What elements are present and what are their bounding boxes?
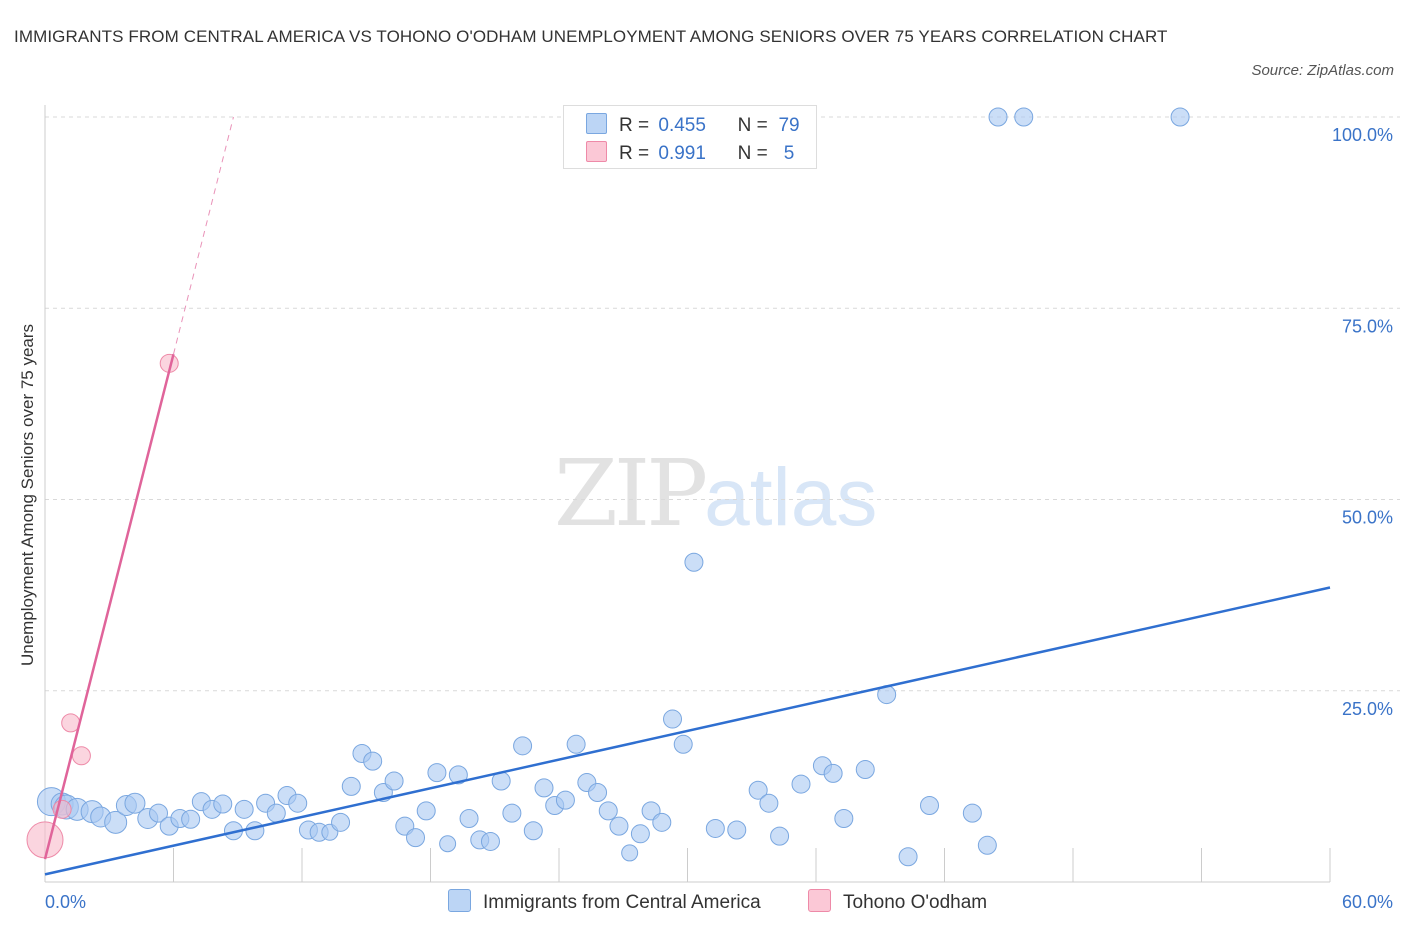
y-tick-label: 100.0% — [1332, 125, 1393, 145]
immigrants-point — [439, 835, 457, 853]
immigrants-point — [855, 760, 875, 780]
series-legend: Immigrants from Central America Tohono O… — [0, 889, 1406, 915]
immigrants-point — [791, 774, 811, 794]
immigrants-point — [213, 794, 233, 814]
source-label: Source: ZipAtlas.com — [1251, 62, 1394, 79]
tohono-point — [71, 746, 91, 766]
legend-row-blue: R = 0.455 N = 79 — [586, 113, 803, 137]
immigrants-point — [823, 763, 843, 783]
immigrants-point — [448, 765, 468, 785]
immigrants-trendline — [44, 586, 1331, 876]
legend-row-pink: R = 0.991 N = 5 — [586, 141, 803, 165]
x-tick-label: 60.0% — [1342, 892, 1393, 912]
immigrants-point — [566, 734, 586, 754]
immigrants-point — [341, 776, 361, 796]
immigrants-point — [705, 818, 725, 838]
immigrants-point — [988, 107, 1008, 127]
immigrants-point — [598, 801, 618, 821]
immigrants-point — [1170, 107, 1190, 127]
immigrants-point — [427, 763, 447, 783]
immigrants-point — [555, 790, 575, 810]
immigrants-point — [684, 552, 704, 572]
immigrants-point — [588, 782, 608, 802]
immigrants-point — [104, 810, 128, 834]
immigrants-point — [1014, 107, 1034, 127]
legend-swatch-pink — [808, 889, 831, 912]
immigrants-point — [621, 844, 639, 862]
immigrants-point — [770, 826, 790, 846]
immigrants-point — [898, 847, 918, 867]
legend-r-label: R = — [619, 143, 650, 164]
immigrants-point — [977, 835, 997, 855]
immigrants-point — [384, 771, 404, 791]
immigrants-point — [962, 803, 982, 823]
immigrants-point — [459, 809, 479, 829]
watermark-atlas: atlas — [704, 452, 878, 543]
immigrants-point — [288, 793, 308, 813]
immigrants-point — [149, 803, 169, 823]
immigrants-point — [331, 812, 351, 832]
immigrants-point — [363, 751, 383, 771]
legend-item-label: Tohono O'odham — [843, 892, 988, 913]
immigrants-point — [759, 793, 779, 813]
watermark: ZIPatlas — [554, 440, 877, 547]
immigrants-point — [834, 809, 854, 829]
immigrants-point — [727, 820, 747, 840]
legend-item-immigrants: Immigrants from Central America — [448, 889, 761, 914]
tohono-trendline-extension — [173, 116, 234, 355]
immigrants-point — [534, 778, 554, 798]
legend-item-tohono: Tohono O'odham — [808, 889, 987, 914]
legend-item-label: Immigrants from Central America — [483, 892, 761, 913]
immigrants-point — [630, 824, 650, 844]
legend-swatch-blue — [448, 889, 471, 912]
tohono-trendline — [43, 353, 175, 860]
immigrants-point — [748, 780, 768, 800]
immigrants-point — [181, 809, 201, 829]
legend-swatch-pink — [586, 141, 607, 162]
legend-r-label: R = — [619, 115, 650, 136]
immigrants-point — [920, 796, 940, 815]
immigrants-point — [406, 828, 426, 848]
immigrants-point — [245, 821, 265, 841]
legend-swatch-blue — [586, 113, 607, 134]
watermark-zip: ZIP — [554, 440, 708, 547]
legend-n-value: 5 — [783, 143, 795, 164]
immigrants-point — [234, 799, 254, 819]
immigrants-point — [513, 736, 533, 756]
immigrants-point — [523, 821, 543, 841]
chart-title: IMMIGRANTS FROM CENTRAL AMERICA VS TOHON… — [14, 27, 1168, 46]
legend-n-value: 79 — [778, 115, 800, 136]
immigrants-point — [124, 792, 146, 814]
legend-n-label: N = — [737, 143, 768, 164]
immigrants-point — [609, 816, 629, 836]
immigrants-point — [673, 734, 693, 754]
immigrants-point — [480, 831, 500, 851]
immigrants-point — [416, 801, 436, 821]
tohono-point — [26, 821, 64, 859]
y-tick-label: 75.0% — [1342, 316, 1393, 336]
immigrants-point — [663, 709, 683, 729]
legend-r-value: 0.991 — [658, 143, 706, 164]
y-tick-label: 50.0% — [1342, 508, 1393, 528]
immigrants-point — [502, 803, 522, 823]
y-tick-label: 25.0% — [1342, 699, 1393, 719]
stats-legend: R = 0.455 N = 79 R = 0.991 N = 5 — [563, 105, 817, 169]
x-tick-label: 0.0% — [45, 892, 86, 912]
immigrants-point — [652, 812, 672, 832]
immigrants-point — [266, 803, 286, 823]
legend-r-value: 0.455 — [658, 115, 706, 136]
legend-n-label: N = — [737, 115, 768, 136]
